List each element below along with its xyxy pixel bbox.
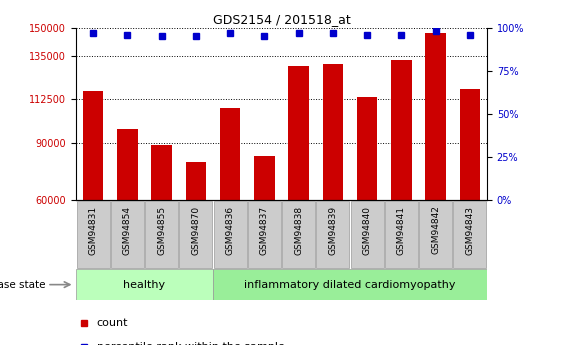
- FancyBboxPatch shape: [385, 201, 418, 268]
- FancyBboxPatch shape: [77, 201, 110, 268]
- FancyBboxPatch shape: [180, 201, 212, 268]
- Bar: [426, 33, 446, 315]
- Bar: [391, 60, 412, 315]
- FancyBboxPatch shape: [351, 201, 383, 268]
- Bar: [220, 108, 240, 315]
- FancyBboxPatch shape: [76, 269, 213, 300]
- Text: GSM94840: GSM94840: [363, 206, 372, 255]
- FancyBboxPatch shape: [419, 201, 452, 268]
- FancyBboxPatch shape: [145, 201, 178, 268]
- Bar: [288, 66, 309, 315]
- Text: GSM94842: GSM94842: [431, 206, 440, 255]
- Bar: [323, 64, 343, 315]
- Text: GSM94838: GSM94838: [294, 206, 303, 255]
- Text: GSM94855: GSM94855: [157, 206, 166, 255]
- Bar: [459, 89, 480, 315]
- FancyBboxPatch shape: [282, 201, 315, 268]
- FancyBboxPatch shape: [111, 201, 144, 268]
- Text: percentile rank within the sample: percentile rank within the sample: [97, 342, 284, 345]
- Text: healthy: healthy: [123, 280, 166, 289]
- FancyBboxPatch shape: [248, 201, 281, 268]
- Text: GSM94843: GSM94843: [466, 206, 475, 255]
- Text: GSM94831: GSM94831: [88, 206, 97, 255]
- Bar: [357, 97, 377, 315]
- Title: GDS2154 / 201518_at: GDS2154 / 201518_at: [213, 13, 350, 27]
- FancyBboxPatch shape: [214, 201, 247, 268]
- Bar: [254, 156, 275, 315]
- Text: GSM94836: GSM94836: [226, 206, 235, 255]
- Text: count: count: [97, 317, 128, 327]
- FancyBboxPatch shape: [316, 201, 349, 268]
- Text: GSM94841: GSM94841: [397, 206, 406, 255]
- Text: GSM94870: GSM94870: [191, 206, 200, 255]
- Bar: [151, 145, 172, 315]
- Text: GSM94837: GSM94837: [260, 206, 269, 255]
- FancyBboxPatch shape: [213, 269, 487, 300]
- Text: GSM94854: GSM94854: [123, 206, 132, 255]
- Bar: [83, 91, 104, 315]
- Text: disease state: disease state: [0, 280, 46, 289]
- FancyBboxPatch shape: [453, 201, 486, 268]
- Text: inflammatory dilated cardiomyopathy: inflammatory dilated cardiomyopathy: [244, 280, 455, 289]
- Text: GSM94839: GSM94839: [328, 206, 337, 255]
- Bar: [186, 162, 206, 315]
- Bar: [117, 129, 138, 315]
